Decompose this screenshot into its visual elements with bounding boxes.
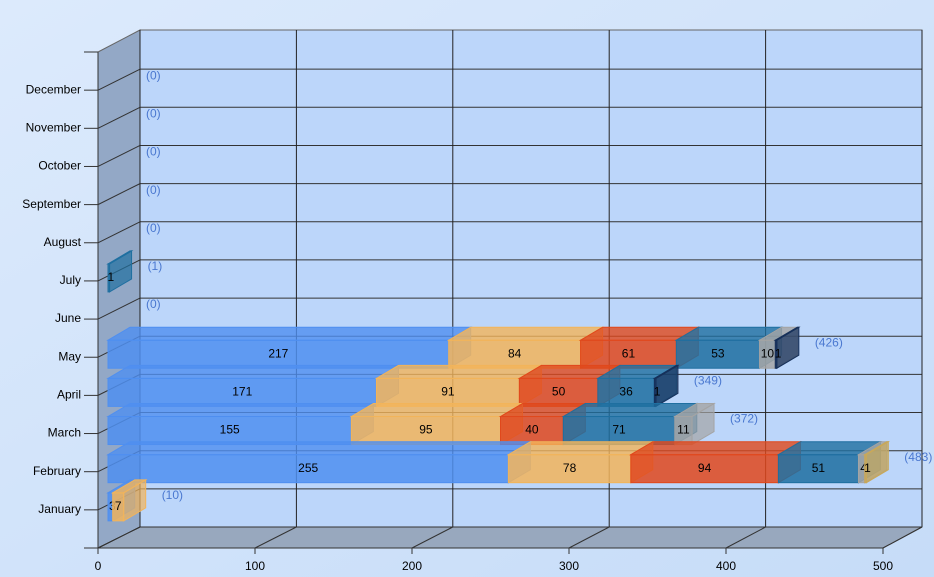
- data-label: 40: [525, 423, 539, 437]
- x-tick-label: 500: [873, 559, 893, 573]
- data-label: 217: [268, 346, 288, 360]
- bar: [777, 454, 859, 484]
- category-line: [97, 145, 141, 167]
- data-label: 11: [677, 423, 690, 437]
- bar: [562, 416, 676, 446]
- bar-top: [628, 441, 803, 456]
- data-label: 4: [860, 461, 867, 475]
- bar-side: [123, 478, 147, 522]
- bar-top: [506, 441, 655, 456]
- total-label: (10): [162, 488, 183, 502]
- floor-line: [97, 526, 141, 549]
- bar-top: [374, 364, 544, 379]
- x-tick-label: 400: [716, 559, 736, 573]
- total-label: (349): [694, 374, 722, 388]
- y-tick-label: July: [60, 273, 81, 287]
- data-label: 36: [619, 385, 633, 399]
- bar-side: [691, 402, 715, 446]
- data-label: 7: [115, 499, 122, 513]
- data-label: 1: [654, 385, 661, 399]
- y-tick-label: March: [48, 426, 81, 440]
- bar: [518, 377, 599, 407]
- bar: [675, 339, 761, 369]
- data-label: 1: [107, 270, 114, 284]
- data-label: 10: [761, 346, 775, 360]
- x-tick-label: 0: [95, 559, 102, 573]
- data-label: 255: [298, 461, 318, 475]
- bar: [630, 454, 779, 484]
- y-tick-label: November: [26, 120, 81, 134]
- bar: [580, 339, 677, 369]
- bar: [107, 377, 377, 407]
- bar-top: [349, 403, 525, 418]
- y-tick-label: October: [38, 159, 81, 173]
- y-tick-label: August: [44, 235, 82, 249]
- bar-side: [776, 326, 800, 370]
- data-label: 78: [563, 461, 577, 475]
- total-label: (1): [148, 259, 163, 273]
- bar-top: [106, 364, 401, 379]
- floor-line: [568, 526, 610, 549]
- y-tick-label: June: [55, 311, 81, 325]
- y-tick-label: December: [26, 82, 81, 96]
- x-tick-label: 200: [402, 559, 422, 573]
- y-tick-label: January: [38, 502, 81, 516]
- bar-side: [109, 250, 133, 293]
- category-line: [97, 68, 141, 91]
- data-label: 95: [419, 423, 433, 437]
- bar: [107, 416, 352, 446]
- floor-line: [411, 526, 454, 549]
- bar: [507, 454, 632, 484]
- bar: [375, 377, 520, 407]
- floor-line: [725, 526, 766, 549]
- bar-side: [655, 364, 679, 408]
- data-label: 84: [508, 346, 522, 360]
- total-label: (483): [904, 450, 932, 464]
- data-label: 155: [220, 423, 240, 437]
- data-label: 91: [441, 385, 455, 399]
- floor-line: [882, 526, 923, 549]
- data-label: 50: [552, 385, 566, 399]
- x-tick-label: 300: [559, 559, 579, 573]
- data-label: 53: [711, 346, 725, 360]
- total-label: (0): [146, 221, 161, 235]
- data-label: 61: [622, 346, 636, 360]
- data-label: 71: [612, 423, 626, 437]
- bar-top: [106, 326, 473, 341]
- y-tick-label: April: [57, 388, 81, 402]
- total-label: (0): [146, 183, 161, 197]
- data-label: 51: [812, 461, 826, 475]
- x-tick-label: 100: [245, 559, 265, 573]
- floor: [97, 526, 923, 549]
- bar-side: [865, 440, 889, 484]
- total-label: (372): [730, 412, 758, 426]
- y-tick-label: May: [58, 349, 81, 363]
- data-label: 1: [864, 461, 871, 475]
- bar-top: [561, 403, 699, 418]
- bar-top: [106, 441, 533, 456]
- y-tick-label: February: [33, 464, 81, 478]
- y-tick-label: September: [22, 197, 81, 211]
- data-label: 94: [698, 461, 712, 475]
- floor-line: [254, 526, 297, 549]
- total-label: (0): [146, 297, 161, 311]
- bar-top: [106, 403, 376, 418]
- total-label: (0): [146, 145, 161, 159]
- total-label: (426): [815, 335, 843, 349]
- bar-top: [446, 326, 605, 341]
- category-line: [97, 183, 141, 206]
- category-line: [97, 106, 141, 129]
- bar: [597, 377, 655, 407]
- total-label: (0): [146, 68, 161, 82]
- total-label: (0): [146, 106, 161, 120]
- category-line: [97, 297, 141, 320]
- bar: [107, 339, 450, 369]
- category-line: [97, 221, 141, 244]
- data-label: 1: [775, 346, 782, 360]
- data-label: 171: [232, 385, 252, 399]
- bar: [350, 416, 501, 446]
